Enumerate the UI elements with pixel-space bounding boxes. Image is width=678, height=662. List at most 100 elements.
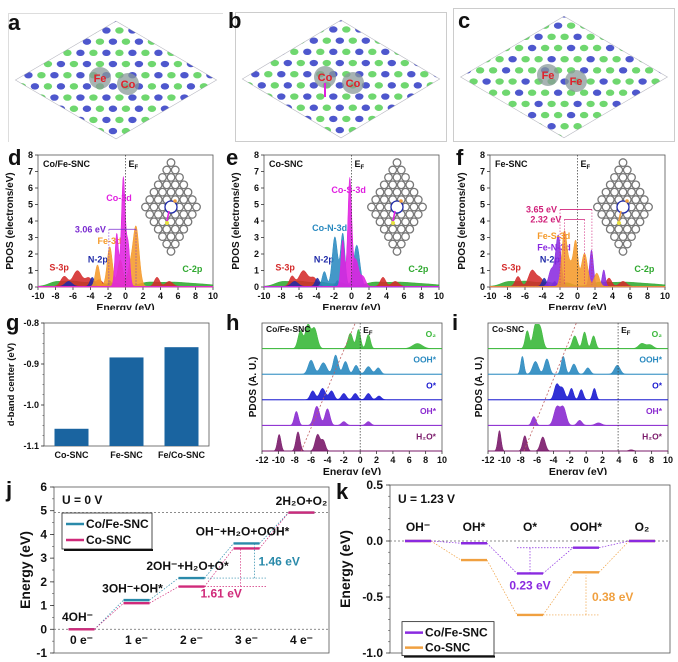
charge-depletion-lobe [329,48,338,56]
shift-guide-line [300,322,356,452]
charge-depletion-lobe [433,26,440,33]
charge-accumulation-lobe [11,139,19,142]
carbon-ring [149,217,159,227]
charge-depletion-lobe [599,78,608,85]
charge-accumulation-lobe [579,89,589,96]
y-tick-label: 3 [254,233,259,243]
charge-depletion-lobe [671,90,674,96]
charge-accumulation-lobe [69,21,79,23]
charge-depletion-lobe [50,94,59,101]
charge-depletion-lobe [671,22,674,28]
y-tick-label: -1.1 [23,441,39,451]
x-tick-label: 10 [434,291,444,301]
charge-depletion-lobe [387,59,396,67]
charge-accumulation-lobe [199,60,209,68]
charge-depletion-lobe [257,104,266,111]
carbon-ring [405,224,415,234]
chart-title: Co-SNC [269,159,303,169]
charge-depletion-lobe [413,126,422,134]
charge-accumulation-lobe [348,37,357,44]
panel-label-j: j [6,477,13,502]
charge-accumulation-lobe [534,16,543,18]
carbon-ring [392,158,402,168]
charge-accumulation-lobe [63,139,71,142]
charge-accumulation-lobe [15,72,20,79]
charge-accumulation-lobe [573,16,582,18]
series-label: Co-N-3d [312,223,347,233]
charge-accumulation-lobe [586,33,595,41]
charge-accumulation-lobe [17,60,27,68]
charge-accumulation-lobe [43,38,53,45]
carbon-ring [405,209,415,219]
carbon-ring [375,202,385,212]
charge-accumulation-lobe [199,21,209,23]
charge-depletion-lobe [540,134,550,138]
pds-label: 1.46 eV [259,554,300,568]
charge-accumulation-lobe [115,139,123,142]
charge-depletion-lobe [134,60,144,68]
charge-depletion-lobe [553,22,563,29]
charge-accumulation-lobe [17,127,27,135]
charge-accumulation-lobe [462,89,472,96]
charge-accumulation-lobe [95,38,105,45]
x-axis-label: Energy (eV) [322,302,380,310]
charge-depletion-lobe [527,111,537,119]
charge-accumulation-lobe [121,21,131,23]
fermi-label: EF [621,325,631,337]
structure-inset [141,158,201,256]
charge-accumulation-lobe [547,100,556,108]
charge-accumulation-lobe [657,111,667,119]
charge-accumulation-lobe [605,22,615,29]
carbon-ring [618,158,628,168]
x-tick-label: 8 [649,455,654,465]
fermi-subscript: F [627,331,631,337]
charge-accumulation-lobe [638,33,647,41]
charge-depletion-lobe [56,83,66,90]
charge-depletion-lobe [303,93,312,100]
charge-accumulation-lobe [599,100,608,108]
charge-depletion-lobe [651,33,660,41]
y-tick-label: 5 [254,200,259,210]
charge-depletion-lobe [433,93,440,100]
metal-atom-sphere [565,70,587,92]
charge-depletion-lobe [24,94,33,101]
x-tick-label: 6 [627,291,632,301]
charge-depletion-lobe [154,27,163,34]
charge-accumulation-lobe [651,55,660,63]
metal-atom-label: Co [318,72,333,84]
charge-accumulation-lobe [316,115,325,123]
charge-depletion-lobe [30,60,40,68]
panel-c: Fe Fe c [452,0,678,145]
charge-accumulation-lobe [342,138,350,141]
charge-accumulation-lobe [521,55,530,63]
y-tick-label: -0.8 [23,318,39,328]
x-tick-label: -10 [483,291,496,301]
carbon-ring [379,224,389,234]
charge-accumulation-lobe [469,33,478,41]
carbon-ring [141,202,150,212]
metal-atom-label: Co [121,79,136,91]
carbon-ring [413,195,423,205]
charge-accumulation-lobe [15,94,20,101]
carbon-ring [158,172,167,182]
charge-accumulation-lobe [193,116,202,124]
panel-label-c: c [458,8,471,33]
charge-depletion-lobe [108,105,118,112]
x-tick-label: -8 [503,291,511,301]
charge-accumulation-lobe [342,93,351,100]
charge-depletion-lobe [664,55,668,63]
charge-depletion-lobe [56,60,66,68]
charge-accumulation-lobe [625,78,634,85]
charge-accumulation-lobe [193,72,202,79]
charge-accumulation-lobe [579,111,589,119]
x-tick-label: -8 [51,291,59,301]
charge-accumulation-lobe [618,111,628,119]
chart-title: Co-SNC [492,324,524,334]
metal-site-ring [390,200,404,214]
charge-accumulation-lobe [296,82,305,89]
charge-density-lattice: Fe Fe [460,15,674,139]
charge-accumulation-lobe [219,139,223,142]
charge-accumulation-lobe [671,112,674,118]
charge-depletion-lobe [527,44,537,52]
charge-depletion-lobe [638,78,647,85]
